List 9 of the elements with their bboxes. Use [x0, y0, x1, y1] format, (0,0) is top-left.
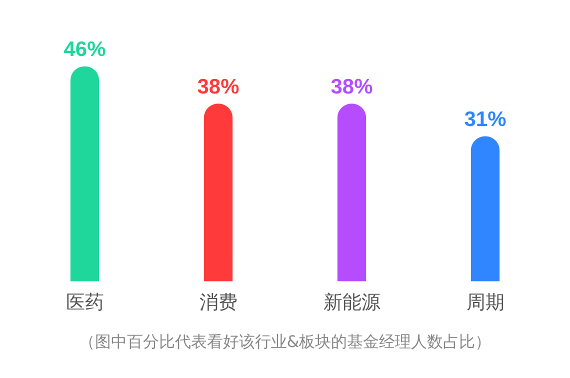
data-label: 38%: [330, 75, 374, 98]
text: （图中百分比代表看好该行业&板块的基金经理人数占比）: [78, 332, 492, 353]
x-tick-label: 医药: [66, 292, 104, 314]
data-label: 31%: [464, 108, 507, 131]
x-tick-label: 消费: [199, 292, 238, 314]
data-label: 46%: [64, 38, 106, 61]
data-label: 38%: [197, 75, 240, 98]
x-tick-label: 周期: [466, 292, 504, 314]
x-tick-label: 新能源: [323, 292, 380, 314]
